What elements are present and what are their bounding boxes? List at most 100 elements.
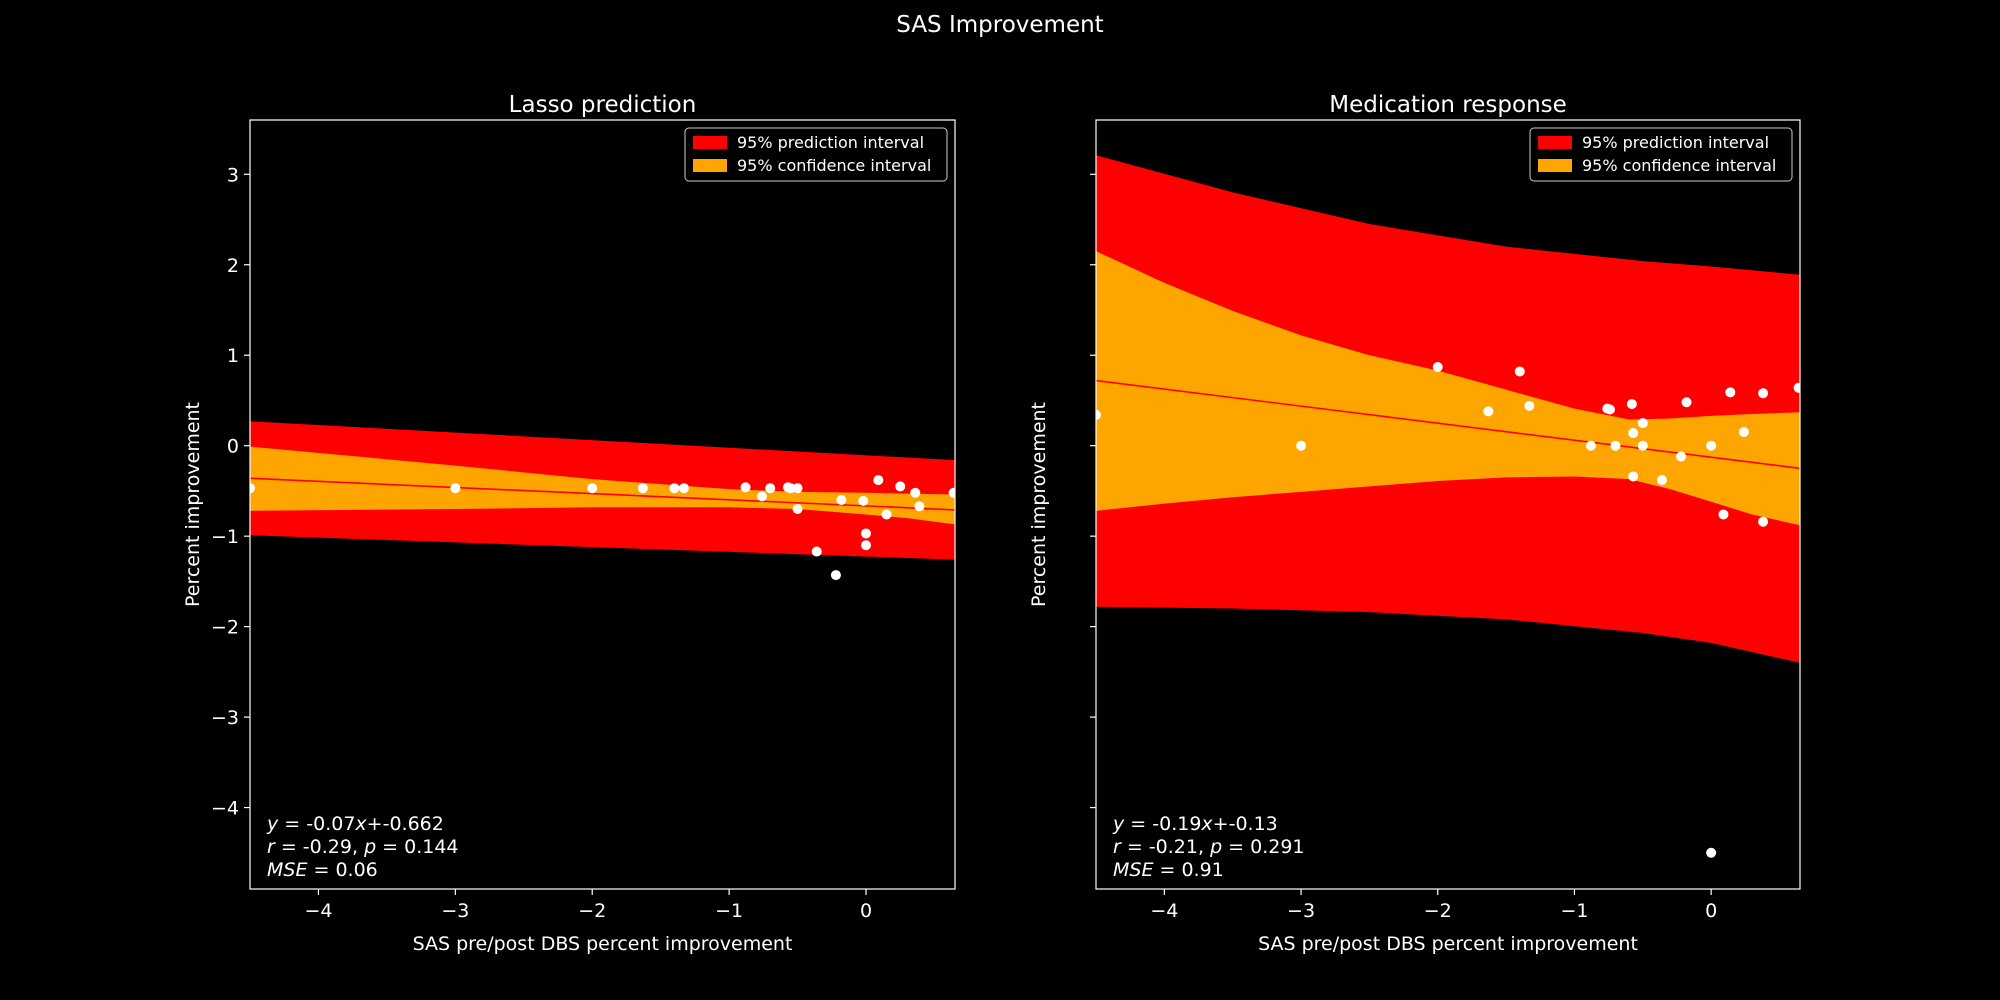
data-point [1725,387,1736,398]
annotation-text: MSE [1113,859,1153,881]
axes-frame [249,119,956,890]
annotation-text: x [354,813,367,835]
regression-line [250,477,955,511]
annotation-text: MSE [267,859,307,881]
annotation-text: r [1113,836,1122,858]
y-tick-label: 3 [227,164,239,186]
data-point [785,483,796,494]
annotation-text: = -0.07 [278,813,355,835]
x-tick-label: −3 [1287,900,1315,922]
data-point [861,528,872,539]
y-tick-label: −3 [211,707,239,729]
data-point [1793,382,1800,393]
data-point [1432,361,1443,372]
x-tick-label: −2 [578,900,606,922]
data-point [587,483,598,494]
y-axis-label: Percent improvement [1028,402,1050,607]
data-point [881,509,892,520]
annotation-text: y [1112,813,1125,835]
data-point [792,504,803,515]
x-tick-label: −4 [1150,900,1178,922]
x-tick-label: −3 [441,900,469,922]
data-point [1628,471,1639,482]
data-point [756,491,767,502]
data-point [1706,440,1717,451]
data-point [948,487,955,498]
confidence-band [1096,251,1800,526]
data-point [914,501,925,512]
legend-label: 95% confidence interval [1582,156,1776,175]
data-point [1628,428,1639,439]
stats-annotation-line: y = -0.19x+-0.13 [1112,813,1278,835]
x-tick-label: −2 [1424,900,1452,922]
y-tick-label: 2 [227,255,239,277]
plot-area [250,421,955,581]
data-point [861,540,872,551]
legend-label: 95% confidence interval [737,156,931,175]
data-point [1656,475,1667,486]
legend-swatch-prediction [693,136,727,149]
data-point [1706,847,1717,858]
confidence-band [250,446,955,525]
stats-annotation-line: MSE = 0.91 [1113,859,1224,881]
data-point [811,546,822,557]
y-axis-label: Percent improvement [182,402,204,607]
stats-annotation-line: y = -0.07x+-0.662 [266,813,444,835]
annotation-text: +-0.662 [367,813,444,835]
data-point [1626,399,1637,410]
annotation-text: = -0.29, [275,836,364,858]
data-point [450,483,461,494]
data-point [1604,404,1615,415]
annotation-text: x [1200,813,1213,835]
data-point [830,570,841,581]
y-tick-label: −2 [211,617,239,639]
annotation-text: = 0.91 [1153,859,1223,881]
data-point [836,494,847,505]
y-tick-label: 1 [227,345,239,367]
legend-label: 95% prediction interval [1582,133,1769,152]
data-point [910,487,921,498]
axes-frame [1095,119,1801,890]
data-point [740,482,751,493]
y-tick-label: 0 [227,436,239,458]
data-point [1483,406,1494,417]
annotation-text: = 0.144 [376,836,458,858]
plot-area [1096,155,1800,858]
x-tick-label: −1 [1560,900,1588,922]
data-point [637,483,648,494]
annotation-text: r [267,836,276,858]
data-point [858,495,869,506]
y-tick-label: −1 [211,526,239,548]
x-tick-label: −4 [304,900,332,922]
stats-annotation-line: MSE = 0.06 [267,859,378,881]
x-tick-label: 0 [1705,900,1717,922]
legend-swatch-confidence [1538,159,1572,172]
data-point [873,475,884,486]
data-point [1637,418,1648,429]
annotation-text: p [363,836,376,858]
legend-swatch-prediction [1538,136,1572,149]
x-tick-label: −1 [715,900,743,922]
data-point [1738,427,1749,438]
data-point [1524,400,1535,411]
data-point [1676,451,1687,462]
data-point [895,481,906,492]
annotation-text: p [1209,836,1222,858]
data-point [1585,440,1596,451]
annotation-text: = 0.06 [307,859,377,881]
data-point [1096,409,1101,420]
data-point [669,483,680,494]
figure-title: SAS Improvement [896,12,1104,38]
data-point [1758,388,1769,399]
data-point [1610,440,1621,451]
x-axis-label: SAS pre/post DBS percent improvement [1258,933,1638,955]
legend-box [1529,127,1793,182]
x-tick-label: 0 [860,900,872,922]
y-tick-label: −4 [211,798,239,820]
data-point [1718,509,1729,520]
data-point [250,483,255,494]
data-point [1296,440,1307,451]
data-point [1758,516,1769,527]
x-axis-label: SAS pre/post DBS percent improvement [413,933,793,955]
